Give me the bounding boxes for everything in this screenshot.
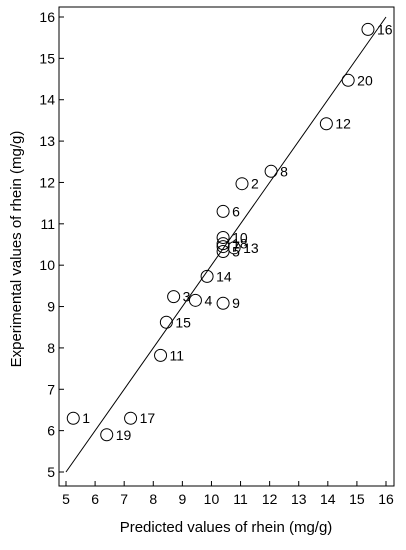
data-point-label: 3 bbox=[183, 289, 191, 305]
data-point bbox=[227, 241, 241, 255]
data-point-label: 11 bbox=[170, 347, 185, 363]
y-tick-label: 7 bbox=[47, 381, 55, 397]
data-point-label: 16 bbox=[377, 21, 393, 37]
y-tick-label: 8 bbox=[47, 340, 55, 356]
data-point bbox=[216, 237, 230, 251]
x-tick-label: 10 bbox=[204, 491, 220, 507]
data-point bbox=[264, 164, 278, 178]
data-point-label: 15 bbox=[175, 314, 191, 330]
x-tick-label: 6 bbox=[91, 491, 99, 507]
data-point bbox=[319, 117, 333, 131]
y-tick-label: 11 bbox=[40, 216, 55, 232]
y-tick-label: 12 bbox=[39, 174, 55, 190]
data-point-label: 8 bbox=[280, 163, 288, 179]
data-point bbox=[216, 296, 230, 310]
y-tick-label: 13 bbox=[39, 133, 55, 149]
data-point-label: 18 bbox=[232, 236, 248, 252]
data-point bbox=[216, 240, 230, 254]
y-tick-label: 6 bbox=[47, 423, 55, 439]
data-point bbox=[361, 22, 375, 36]
data-point bbox=[154, 348, 168, 362]
x-tick-label: 14 bbox=[320, 491, 336, 507]
data-point bbox=[200, 269, 214, 283]
x-tick-label: 16 bbox=[378, 491, 394, 507]
y-tick-label: 16 bbox=[39, 9, 55, 25]
data-point bbox=[167, 290, 181, 304]
x-tick-label: 5 bbox=[62, 491, 70, 507]
data-point-label: 10 bbox=[232, 229, 248, 245]
x-tick-label: 13 bbox=[291, 491, 307, 507]
plot-frame bbox=[58, 6, 395, 487]
x-tick-label: 7 bbox=[120, 491, 128, 507]
data-point bbox=[235, 177, 249, 191]
data-point bbox=[216, 230, 230, 244]
data-point bbox=[159, 315, 173, 329]
reference-line bbox=[65, 16, 387, 473]
reference-line-layer bbox=[65, 16, 387, 473]
data-point bbox=[124, 411, 138, 425]
x-tick-label: 15 bbox=[349, 491, 365, 507]
data-point-label: 6 bbox=[232, 203, 240, 219]
data-point bbox=[188, 293, 202, 307]
x-tick-label: 11 bbox=[233, 491, 248, 507]
data-point-label: 2 bbox=[251, 176, 259, 192]
data-point bbox=[66, 411, 80, 425]
data-point-label: 20 bbox=[357, 72, 373, 88]
data-point-label: 12 bbox=[335, 116, 351, 132]
data-point-label: 5 bbox=[232, 244, 240, 260]
y-tick-label: 15 bbox=[39, 50, 55, 66]
y-tick-label: 5 bbox=[47, 464, 55, 480]
y-axis-ticks: 5 6 7 8 9 10 11 12 13 14 15 16 bbox=[39, 9, 64, 480]
x-tick-label: 9 bbox=[178, 491, 186, 507]
y-axis-title: Experimental values of rhein (mg/g) bbox=[8, 131, 25, 368]
x-tick-label: 12 bbox=[262, 491, 278, 507]
data-point-label: 7 bbox=[232, 239, 240, 255]
data-point-label: 9 bbox=[232, 295, 240, 311]
y-tick-label: 9 bbox=[47, 299, 55, 315]
data-point-label: 19 bbox=[116, 427, 132, 443]
y-tick-label: 14 bbox=[39, 92, 55, 108]
data-point-label: 4 bbox=[204, 292, 212, 308]
data-point-label: 13 bbox=[243, 240, 259, 256]
data-point-label: 17 bbox=[140, 410, 156, 426]
data-point bbox=[341, 73, 355, 87]
data-point-label: 14 bbox=[216, 268, 232, 284]
x-axis-ticks: 5 6 7 8 9 10 11 12 13 14 15 16 bbox=[62, 481, 394, 507]
x-axis-title: Predicted values of rhein (mg/g) bbox=[120, 519, 333, 536]
y-tick-label: 10 bbox=[39, 257, 55, 273]
data-point bbox=[100, 428, 114, 442]
data-point-label: 1 bbox=[82, 410, 90, 426]
x-tick-label: 8 bbox=[149, 491, 157, 507]
data-point bbox=[216, 204, 230, 218]
